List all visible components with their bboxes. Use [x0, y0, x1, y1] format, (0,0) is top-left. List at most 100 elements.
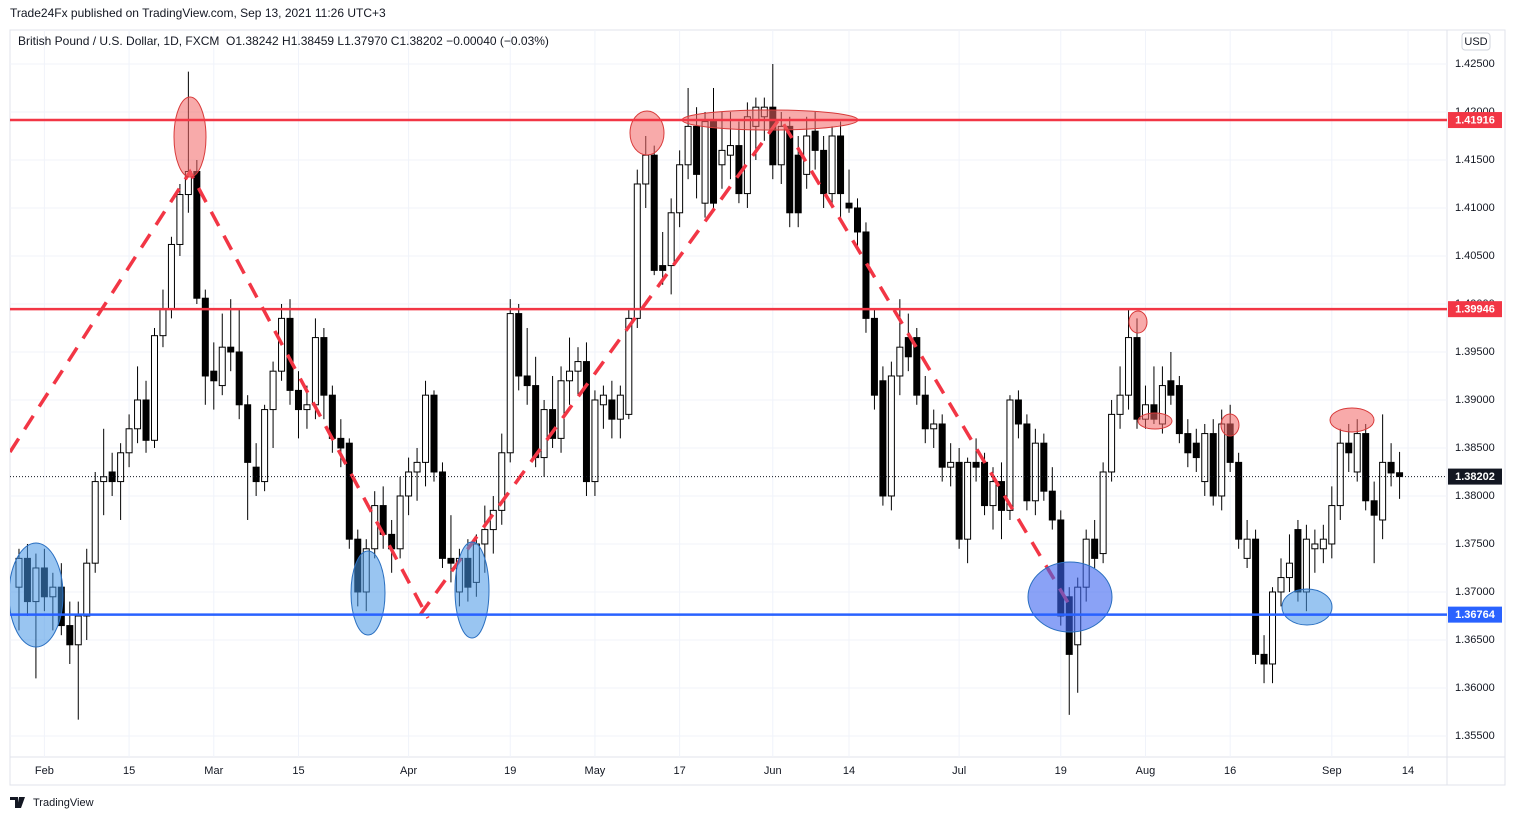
highlight-ellipse	[1220, 413, 1240, 437]
candle-body	[125, 428, 133, 454]
y-tick-label: 1.38000	[1455, 490, 1495, 502]
candle-body	[481, 529, 489, 545]
candle-body	[430, 394, 438, 473]
x-tick-label: May	[585, 765, 606, 777]
candle-body	[1218, 423, 1226, 497]
candle-body	[1048, 490, 1056, 521]
candle-body	[1108, 413, 1116, 473]
candle-body	[557, 380, 565, 439]
candle-body	[294, 389, 302, 411]
candle-body	[820, 149, 828, 195]
candle-body	[1006, 399, 1014, 511]
candle-body	[777, 125, 785, 166]
chart-title: British Pound / U.S. Dollar, 1D, FXCM	[18, 34, 219, 48]
x-tick-label: Jul	[952, 765, 966, 777]
candle-body	[320, 337, 328, 396]
candle-body	[498, 452, 506, 511]
candle-body	[1133, 337, 1141, 420]
highlight-ellipse	[1329, 407, 1375, 433]
y-tick-label: 1.39000	[1455, 394, 1495, 406]
y-tick-label: 1.38500	[1455, 442, 1495, 454]
candle-body	[66, 625, 74, 646]
candle-body	[794, 154, 802, 214]
candle-body	[599, 394, 607, 406]
candle-body	[1243, 538, 1251, 559]
candle-body	[261, 409, 269, 483]
candle-body	[574, 361, 582, 372]
candle-body	[1319, 538, 1327, 550]
candle-body	[633, 183, 641, 319]
highlight-ellipse	[173, 96, 207, 178]
candle-body	[523, 375, 531, 387]
y-tick-label: 1.36500	[1455, 634, 1495, 646]
candle-body	[667, 212, 675, 267]
candle-body	[676, 164, 684, 214]
candle-body	[1336, 442, 1344, 507]
logo-text: TradingView	[33, 797, 94, 809]
candle-body	[1192, 442, 1200, 459]
candle-body	[1125, 337, 1133, 396]
candle-body	[828, 135, 836, 195]
candle-body	[1396, 472, 1404, 478]
candle-body	[1235, 461, 1243, 540]
candle-body	[1201, 433, 1209, 483]
publisher: Trade24Fx published on TradingView.com, …	[10, 6, 386, 20]
candle-body	[1260, 653, 1268, 665]
highlight-ellipse	[350, 550, 386, 636]
candle-body	[1091, 538, 1099, 559]
candle-body	[862, 231, 870, 319]
x-tick-label: 15	[292, 765, 304, 777]
candle-body	[405, 471, 413, 497]
y-tick-label: 1.41500	[1455, 154, 1495, 166]
candle-body	[1099, 471, 1107, 555]
candle-body	[235, 351, 243, 406]
candle-body	[625, 317, 633, 415]
candle-body	[489, 509, 497, 531]
candle-body	[1294, 529, 1302, 593]
logo-icon	[10, 797, 25, 808]
candle-body	[904, 337, 912, 358]
candle-body	[303, 404, 311, 411]
candle-body	[1252, 538, 1260, 655]
y-tick-label: 1.35500	[1455, 730, 1495, 742]
candle-body	[845, 202, 853, 209]
candle-body	[134, 399, 142, 430]
price-badge	[1448, 606, 1502, 623]
candle-body	[972, 461, 980, 468]
candle-body	[83, 562, 91, 617]
candle-body	[1370, 500, 1378, 516]
currency-badge[interactable]	[1461, 32, 1491, 51]
candle-body	[1387, 461, 1395, 474]
y-tick-label: 1.42500	[1455, 58, 1495, 70]
candle-body	[811, 130, 819, 151]
candle-body	[540, 409, 548, 459]
candle-body	[981, 461, 989, 507]
candle-body	[616, 394, 624, 420]
candle-body	[159, 308, 167, 337]
y-tick-label: 1.36000	[1455, 682, 1495, 694]
candle-body	[515, 313, 523, 377]
candle-body	[938, 423, 946, 468]
candle-body	[311, 337, 319, 406]
candle-body	[853, 207, 861, 233]
candle-body	[438, 471, 446, 559]
candle-body	[955, 461, 963, 540]
candle-body	[1311, 543, 1319, 550]
candle-body	[786, 125, 794, 214]
highlight-ellipse	[10, 542, 64, 648]
candle-body	[1362, 433, 1370, 502]
y-tick-label: 1.40500	[1455, 250, 1495, 262]
candle-body	[913, 337, 921, 396]
candle-body	[566, 370, 574, 382]
candle-body	[506, 313, 514, 454]
highlight-ellipse	[1281, 588, 1333, 626]
candle-body	[1014, 399, 1022, 425]
candle-body	[947, 461, 955, 468]
candle-body	[921, 394, 929, 430]
candle-body	[447, 557, 455, 564]
candle-body	[1328, 505, 1336, 545]
candle-body	[1040, 442, 1048, 492]
price-badge-label: 1.41916	[1455, 114, 1495, 126]
